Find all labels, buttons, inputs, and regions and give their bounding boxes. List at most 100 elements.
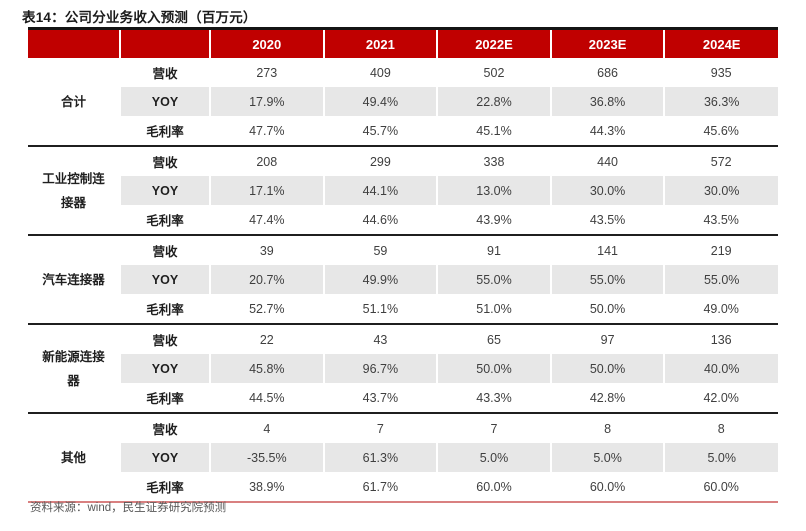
value-cell: 572 xyxy=(710,154,732,169)
value-cell: 17.9% xyxy=(209,87,324,116)
value-cell: 51.1% xyxy=(323,294,438,325)
table-row: 毛利率 38.9% 61.7% 60.0% 60.0% 60.0% xyxy=(28,472,778,503)
metric-label: 毛利率 xyxy=(120,205,210,236)
value-cell: 55.0% xyxy=(663,265,778,294)
value-cell: 51.0% xyxy=(437,294,551,325)
header-row: 2020 2021 2022E 2023E 2024E xyxy=(28,28,778,58)
value-cell: 45.1% xyxy=(437,116,551,147)
value-cell: 42.8% xyxy=(550,383,665,414)
table-row: YOY 20.7% 49.9% 55.0% 55.0% 55.0% xyxy=(28,265,778,294)
metric-label: YOY xyxy=(119,87,210,116)
header-year-2020: 2020 xyxy=(209,28,324,58)
table-row: 工业控制连接器 营收 208 299 338 440 572 xyxy=(28,146,778,236)
header-group-col xyxy=(28,28,120,58)
metric-label: 营收 xyxy=(152,423,178,437)
group-label-auto-connector: 汽车连接器 xyxy=(28,235,120,325)
value-cell: 45.8% xyxy=(209,354,324,383)
value-cell: 5.0% xyxy=(436,443,551,472)
value-cell: 338 xyxy=(483,154,505,169)
value-cell: 52.7% xyxy=(210,294,324,325)
value-cell: 7 xyxy=(490,421,498,436)
value-cell: 43.5% xyxy=(664,205,778,236)
value-cell: 30.0% xyxy=(549,176,665,205)
value-cell: 935 xyxy=(710,65,732,80)
value-cell: 45.6% xyxy=(664,116,778,147)
value-cell: 36.8% xyxy=(549,87,665,116)
value-cell: 55.0% xyxy=(436,265,551,294)
header-year-2022e: 2022E xyxy=(436,28,551,58)
metric-label: 毛利率 xyxy=(120,116,210,147)
metric-label: 毛利率 xyxy=(120,294,210,325)
group-label-industrial-connector: 工业控制连接器 xyxy=(28,146,120,236)
value-cell: 4 xyxy=(263,421,271,436)
source-note: 资料来源：wind，民生证券研究院预测 xyxy=(30,502,227,514)
table-row: YOY 45.8% 96.7% 50.0% 50.0% 40.0% xyxy=(28,354,778,383)
value-cell: 44.5% xyxy=(210,383,324,414)
value-cell: 43.3% xyxy=(437,383,551,414)
value-cell: 49.0% xyxy=(664,294,778,325)
value-cell: 60.0% xyxy=(437,472,551,503)
value-cell: 60.0% xyxy=(550,472,665,503)
value-cell: -35.5% xyxy=(209,443,324,472)
header-metric-col xyxy=(119,28,210,58)
header-year-2021: 2021 xyxy=(322,28,438,58)
value-cell: 44.6% xyxy=(323,205,438,236)
value-cell: 50.0% xyxy=(550,294,665,325)
value-cell: 8 xyxy=(717,421,725,436)
table-row: YOY 17.1% 44.1% 13.0% 30.0% 30.0% xyxy=(28,176,778,205)
value-cell: 17.1% xyxy=(209,176,324,205)
value-cell: 43.5% xyxy=(550,205,665,236)
value-cell: 96.7% xyxy=(322,354,438,383)
table-row: 新能源连接器 营收 22 43 65 97 136 xyxy=(28,324,778,414)
value-cell: 43 xyxy=(373,332,388,347)
table-row: YOY -35.5% 61.3% 5.0% 5.0% 5.0% xyxy=(28,443,778,472)
value-cell: 40.0% xyxy=(663,354,778,383)
value-cell: 65 xyxy=(487,332,501,347)
value-cell: 60.0% xyxy=(664,472,778,503)
table-row: 合计 营收 273 409 502 686 935 xyxy=(28,58,778,147)
group-label-newenergy-connector: 新能源连接器 xyxy=(28,324,120,414)
metric-label: YOY xyxy=(119,354,210,383)
value-cell: 219 xyxy=(710,243,732,258)
table-title: 表14：公司分业务收入预测（百万元） xyxy=(22,10,257,25)
header-year-2024e: 2024E xyxy=(663,28,778,58)
value-cell: 22.8% xyxy=(436,87,551,116)
value-cell: 61.3% xyxy=(322,443,438,472)
value-cell: 45.7% xyxy=(323,116,438,147)
value-cell: 20.7% xyxy=(209,265,324,294)
value-cell: 49.4% xyxy=(322,87,438,116)
metric-label: 营收 xyxy=(152,156,178,170)
value-cell: 36.3% xyxy=(663,87,778,116)
table-row: YOY 17.9% 49.4% 22.8% 36.8% 36.3% xyxy=(28,87,778,116)
value-cell: 91 xyxy=(487,243,501,258)
value-cell: 39 xyxy=(259,243,274,258)
value-cell: 5.0% xyxy=(549,443,665,472)
value-cell: 8 xyxy=(604,421,612,436)
value-cell: 440 xyxy=(597,154,618,169)
value-cell: 7 xyxy=(376,421,384,436)
value-cell: 59 xyxy=(373,243,388,258)
value-cell: 61.7% xyxy=(323,472,438,503)
group-label-total: 合计 xyxy=(28,58,120,147)
value-cell: 208 xyxy=(256,154,278,169)
value-cell: 30.0% xyxy=(663,176,778,205)
value-cell: 502 xyxy=(483,65,505,80)
header-year-2023e: 2023E xyxy=(549,28,665,58)
value-cell: 686 xyxy=(597,65,618,80)
metric-label: 毛利率 xyxy=(120,472,210,503)
table-row: 毛利率 47.4% 44.6% 43.9% 43.5% 43.5% xyxy=(28,205,778,236)
value-cell: 55.0% xyxy=(549,265,665,294)
table-row: 毛利率 47.7% 45.7% 45.1% 44.3% 45.6% xyxy=(28,116,778,147)
value-cell: 299 xyxy=(369,154,391,169)
metric-label: 营收 xyxy=(152,67,178,81)
metric-label: 营收 xyxy=(152,245,178,259)
value-cell: 5.0% xyxy=(663,443,778,472)
value-cell: 136 xyxy=(710,332,732,347)
table-header: 2020 2021 2022E 2023E 2024E xyxy=(28,28,778,58)
metric-label: YOY xyxy=(119,443,210,472)
value-cell: 43.9% xyxy=(437,205,551,236)
metric-label: 营收 xyxy=(152,334,178,348)
revenue-forecast-table: 2020 2021 2022E 2023E 2024E 合计 营收 273 40… xyxy=(28,27,778,503)
value-cell: 47.7% xyxy=(210,116,324,147)
